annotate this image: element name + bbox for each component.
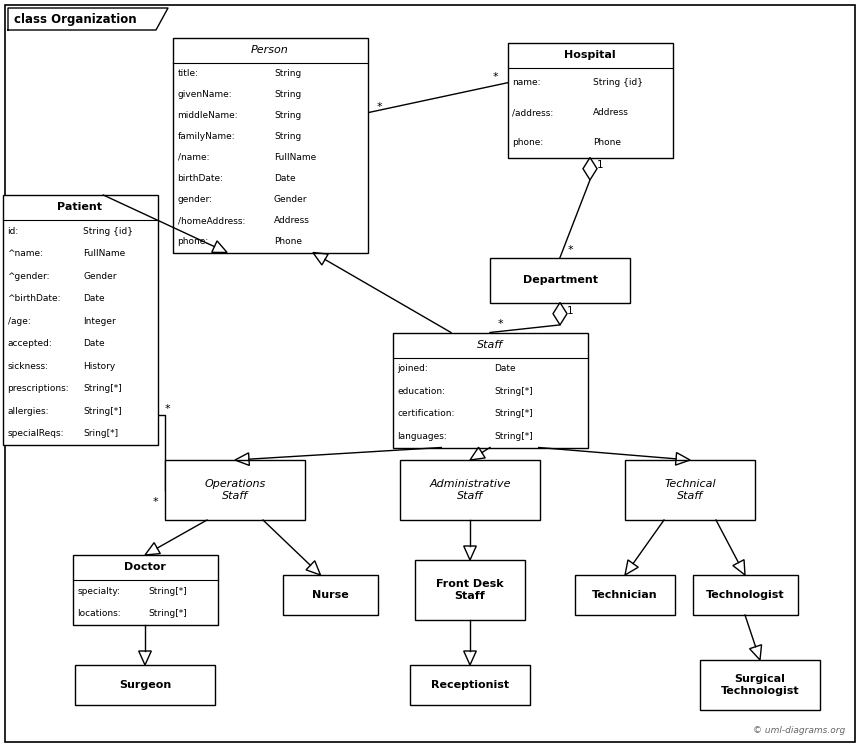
Text: Patient: Patient xyxy=(58,202,102,212)
Text: Technician: Technician xyxy=(593,590,658,600)
Bar xyxy=(625,460,755,520)
Text: ^name:: ^name: xyxy=(8,249,44,258)
Text: class Organization: class Organization xyxy=(14,13,137,26)
Text: FullName: FullName xyxy=(83,249,126,258)
Text: *: * xyxy=(164,404,170,414)
Text: Date: Date xyxy=(83,294,105,303)
Text: Surgeon: Surgeon xyxy=(119,680,171,690)
Text: specialty:: specialty: xyxy=(77,586,120,596)
Text: Nurse: Nurse xyxy=(311,590,348,600)
Text: Phone: Phone xyxy=(273,238,302,247)
Text: id:: id: xyxy=(8,227,19,236)
Text: prescriptions:: prescriptions: xyxy=(8,384,69,393)
Text: String: String xyxy=(273,69,301,78)
Text: String[*]: String[*] xyxy=(148,586,187,596)
Text: accepted:: accepted: xyxy=(8,339,52,348)
Text: Front Desk
Staff: Front Desk Staff xyxy=(436,579,504,601)
Text: ^gender:: ^gender: xyxy=(8,272,50,281)
Text: familyName:: familyName: xyxy=(177,132,235,141)
Bar xyxy=(75,665,215,705)
Text: Administrative
Staff: Administrative Staff xyxy=(429,479,511,500)
Text: joined:: joined: xyxy=(397,365,428,374)
Bar xyxy=(165,460,305,520)
Text: Hospital: Hospital xyxy=(564,50,616,60)
Text: certification:: certification: xyxy=(397,409,455,418)
Bar xyxy=(415,560,525,620)
Bar xyxy=(700,660,820,710)
Text: String: String xyxy=(273,111,301,120)
Text: sickness:: sickness: xyxy=(8,362,48,371)
Text: gender:: gender: xyxy=(177,195,212,204)
Text: education:: education: xyxy=(397,387,445,396)
Text: String {id}: String {id} xyxy=(593,78,643,87)
Text: FullName: FullName xyxy=(273,153,316,162)
Text: Gender: Gender xyxy=(83,272,117,281)
Text: phone:: phone: xyxy=(513,138,544,147)
Text: /address:: /address: xyxy=(513,108,554,117)
Bar xyxy=(3,195,157,445)
Text: middleName:: middleName: xyxy=(177,111,238,120)
Bar xyxy=(410,665,530,705)
Text: 1: 1 xyxy=(597,161,604,170)
Bar xyxy=(72,555,218,625)
Text: Date: Date xyxy=(83,339,105,348)
Text: Receptionist: Receptionist xyxy=(431,680,509,690)
Text: birthDate:: birthDate: xyxy=(177,174,224,183)
Text: String[*]: String[*] xyxy=(494,387,532,396)
Text: Technologist: Technologist xyxy=(706,590,784,600)
Text: String {id}: String {id} xyxy=(83,227,133,236)
Text: Date: Date xyxy=(273,174,296,183)
Text: Phone: Phone xyxy=(593,138,621,147)
Text: *: * xyxy=(568,244,573,255)
Text: phone:: phone: xyxy=(177,238,209,247)
Bar xyxy=(490,258,630,303)
Text: Person: Person xyxy=(251,45,289,55)
Text: © uml-diagrams.org: © uml-diagrams.org xyxy=(752,726,845,735)
Text: String[*]: String[*] xyxy=(148,610,187,619)
Bar xyxy=(173,37,367,252)
Text: Operations
Staff: Operations Staff xyxy=(205,479,266,500)
Bar xyxy=(282,575,378,615)
Text: allergies:: allergies: xyxy=(8,407,49,416)
Text: Doctor: Doctor xyxy=(124,562,166,572)
Text: /name:: /name: xyxy=(177,153,209,162)
Text: String: String xyxy=(273,132,301,141)
Text: locations:: locations: xyxy=(77,610,121,619)
Text: Staff: Staff xyxy=(477,340,503,350)
Text: String[*]: String[*] xyxy=(83,384,122,393)
Text: Integer: Integer xyxy=(83,317,116,326)
Text: Surgical
Technologist: Surgical Technologist xyxy=(721,675,799,695)
Text: *: * xyxy=(497,320,503,329)
Text: String[*]: String[*] xyxy=(494,409,532,418)
Text: *: * xyxy=(377,102,383,112)
Text: Department: Department xyxy=(523,275,598,285)
Text: languages:: languages: xyxy=(397,432,447,441)
Polygon shape xyxy=(8,8,168,30)
Text: String: String xyxy=(273,90,301,99)
Text: *: * xyxy=(152,497,158,507)
Text: Sring[*]: Sring[*] xyxy=(83,430,118,438)
Text: Gender: Gender xyxy=(273,195,307,204)
Text: /homeAddress:: /homeAddress: xyxy=(177,217,245,226)
Bar xyxy=(392,332,587,447)
Text: title:: title: xyxy=(177,69,199,78)
Bar xyxy=(507,43,673,158)
Text: givenName:: givenName: xyxy=(177,90,232,99)
Text: Date: Date xyxy=(494,365,515,374)
Bar xyxy=(692,575,797,615)
Text: Address: Address xyxy=(273,217,310,226)
Text: String[*]: String[*] xyxy=(83,407,122,416)
Text: /age:: /age: xyxy=(8,317,30,326)
Text: *: * xyxy=(493,72,498,81)
Text: History: History xyxy=(83,362,115,371)
Text: name:: name: xyxy=(513,78,541,87)
Text: Technical
Staff: Technical Staff xyxy=(664,479,716,500)
Bar xyxy=(400,460,540,520)
Text: 1: 1 xyxy=(567,306,574,315)
Text: String[*]: String[*] xyxy=(494,432,532,441)
Text: Address: Address xyxy=(593,108,630,117)
Bar xyxy=(575,575,675,615)
Text: ^birthDate:: ^birthDate: xyxy=(8,294,61,303)
Text: specialReqs:: specialReqs: xyxy=(8,430,64,438)
